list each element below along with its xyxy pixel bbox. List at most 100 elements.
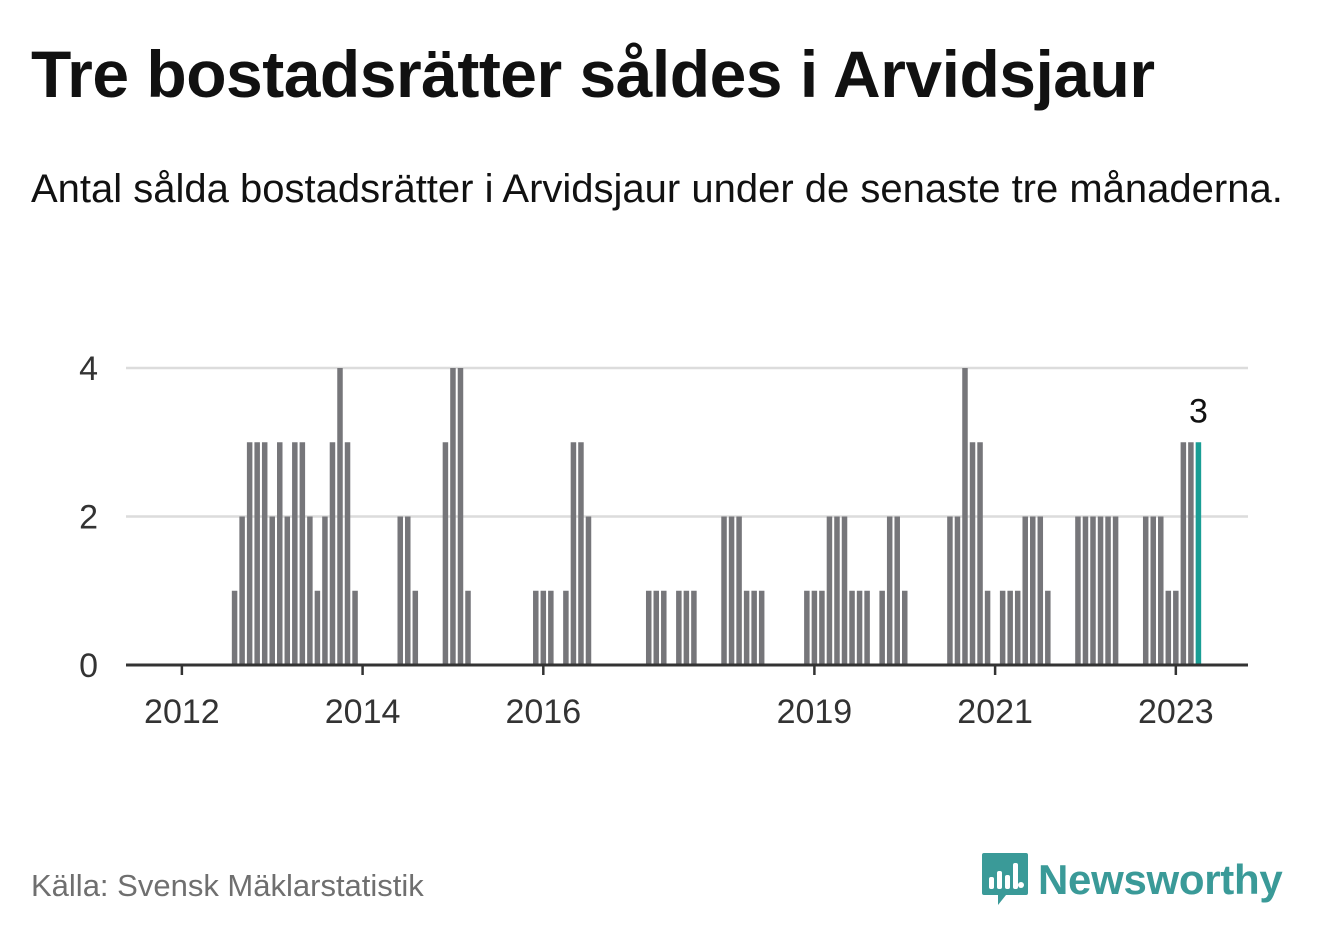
bar xyxy=(758,590,765,665)
bar xyxy=(292,442,298,665)
chart-subtitle: Antal sålda bostadsrätter i Arvidsjaur u… xyxy=(31,167,1283,211)
bar xyxy=(645,590,652,665)
bar xyxy=(299,442,306,665)
bar xyxy=(1030,516,1036,665)
bar xyxy=(1090,516,1096,665)
y-tick-label: 0 xyxy=(79,647,98,685)
bar xyxy=(1014,590,1021,665)
bar xyxy=(1112,516,1119,665)
bar xyxy=(570,442,577,665)
bar xyxy=(397,516,403,665)
brand-name: Newsworthy xyxy=(1038,856,1283,903)
bar xyxy=(239,516,245,665)
x-axis: 2012 2014 2016 2019 2021 2023 xyxy=(126,663,1248,731)
brand-logo: Newsworthy xyxy=(980,850,1283,910)
x-tick-label: 2023 xyxy=(1138,693,1214,731)
bar xyxy=(856,590,863,665)
bar xyxy=(691,590,697,665)
bar xyxy=(254,442,260,665)
bar xyxy=(1022,516,1028,665)
bar xyxy=(269,516,275,665)
x-tick-label: 2014 xyxy=(325,693,401,731)
bar xyxy=(337,368,343,665)
bar xyxy=(1158,516,1164,665)
bar xyxy=(1007,590,1013,665)
bar xyxy=(261,442,268,665)
bar xyxy=(834,516,840,665)
bar xyxy=(999,590,1006,665)
bar xyxy=(1180,442,1187,665)
bar xyxy=(412,590,419,665)
bar xyxy=(902,590,908,665)
bar xyxy=(977,442,983,665)
bar xyxy=(1082,516,1089,665)
bar xyxy=(804,590,810,665)
bar xyxy=(849,590,855,665)
bar xyxy=(947,516,953,665)
bar xyxy=(442,442,449,665)
bar xyxy=(1097,516,1104,665)
bar xyxy=(954,516,961,665)
bar xyxy=(894,516,900,665)
bar xyxy=(661,590,667,665)
y-tick-label: 2 xyxy=(79,499,98,537)
bar xyxy=(1150,516,1156,665)
bar xyxy=(352,590,358,665)
bar xyxy=(405,516,411,665)
bar xyxy=(1045,590,1051,665)
x-tick-label: 2019 xyxy=(777,693,853,731)
bar xyxy=(450,368,456,665)
bar xyxy=(585,516,592,665)
bar xyxy=(277,442,283,665)
bar xyxy=(886,516,893,665)
bar xyxy=(1075,516,1081,665)
chart-title: Tre bostadsrätter såldes i Arvidsjaur xyxy=(31,37,1155,111)
y-tick-label: 4 xyxy=(79,350,98,388)
bar xyxy=(329,442,336,665)
bar xyxy=(1142,516,1149,665)
bar xyxy=(231,590,238,665)
bar xyxy=(683,590,690,665)
bar-chart: 0 2 4 2012 2014 2016 2019 2021 2023 3 xyxy=(79,350,1248,731)
bar xyxy=(736,516,742,665)
bar xyxy=(728,516,735,665)
bar xyxy=(246,442,253,665)
bar xyxy=(841,516,848,665)
bar xyxy=(578,442,584,665)
bar xyxy=(879,590,885,665)
bar xyxy=(563,590,569,665)
bar xyxy=(721,516,727,665)
newsworthy-logo-icon xyxy=(982,853,1028,905)
bar xyxy=(819,590,825,665)
bar xyxy=(676,590,682,665)
bar xyxy=(969,442,976,665)
x-tick-label: 2016 xyxy=(505,693,581,731)
bar xyxy=(743,590,750,665)
bar-highlight xyxy=(1195,442,1202,665)
bars xyxy=(231,368,1202,665)
bar xyxy=(322,516,328,665)
bar xyxy=(811,590,818,665)
bar xyxy=(751,590,757,665)
bar xyxy=(962,368,968,665)
bar xyxy=(1173,590,1179,665)
bar xyxy=(284,516,291,665)
bar xyxy=(653,590,660,665)
gridlines: 0 2 4 xyxy=(79,350,1248,685)
bar xyxy=(984,590,991,665)
bar xyxy=(1188,442,1194,665)
bar xyxy=(540,590,547,665)
bar xyxy=(864,590,870,665)
bar xyxy=(533,590,539,665)
x-tick-label: 2012 xyxy=(144,693,220,731)
bar xyxy=(548,590,554,665)
bar xyxy=(457,368,464,665)
bar xyxy=(826,516,833,665)
bar xyxy=(314,590,321,665)
bar xyxy=(1165,590,1172,665)
labels: 3 xyxy=(1189,392,1208,430)
bar xyxy=(344,442,351,665)
bar xyxy=(1105,516,1111,665)
data-label: 3 xyxy=(1189,392,1208,430)
bar xyxy=(465,590,471,665)
